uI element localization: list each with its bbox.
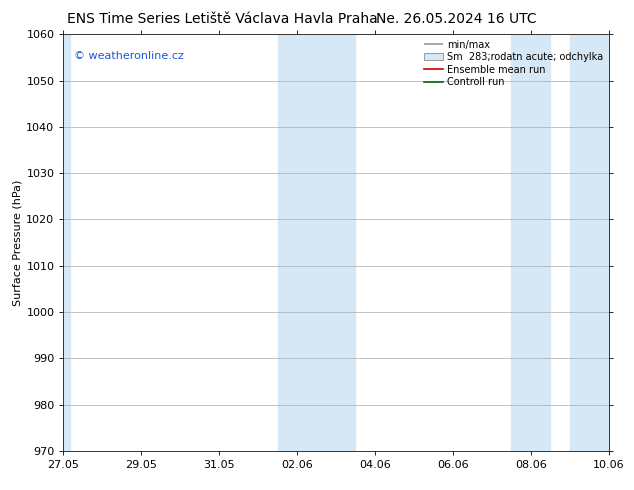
- Bar: [316, 34, 356, 451]
- Bar: [570, 34, 609, 451]
- Bar: [278, 34, 316, 451]
- Text: ENS Time Series Letiště Václava Havla Praha: ENS Time Series Letiště Václava Havla Pr…: [67, 12, 377, 26]
- Text: Ne. 26.05.2024 16 UTC: Ne. 26.05.2024 16 UTC: [376, 12, 537, 26]
- Bar: [63, 34, 70, 451]
- Text: © weatheronline.cz: © weatheronline.cz: [74, 51, 184, 61]
- Y-axis label: Surface Pressure (hPa): Surface Pressure (hPa): [12, 179, 22, 306]
- Bar: [511, 34, 550, 451]
- Legend: min/max, Sm  283;rodatn acute; odchylka, Ensemble mean run, Controll run: min/max, Sm 283;rodatn acute; odchylka, …: [420, 36, 607, 91]
